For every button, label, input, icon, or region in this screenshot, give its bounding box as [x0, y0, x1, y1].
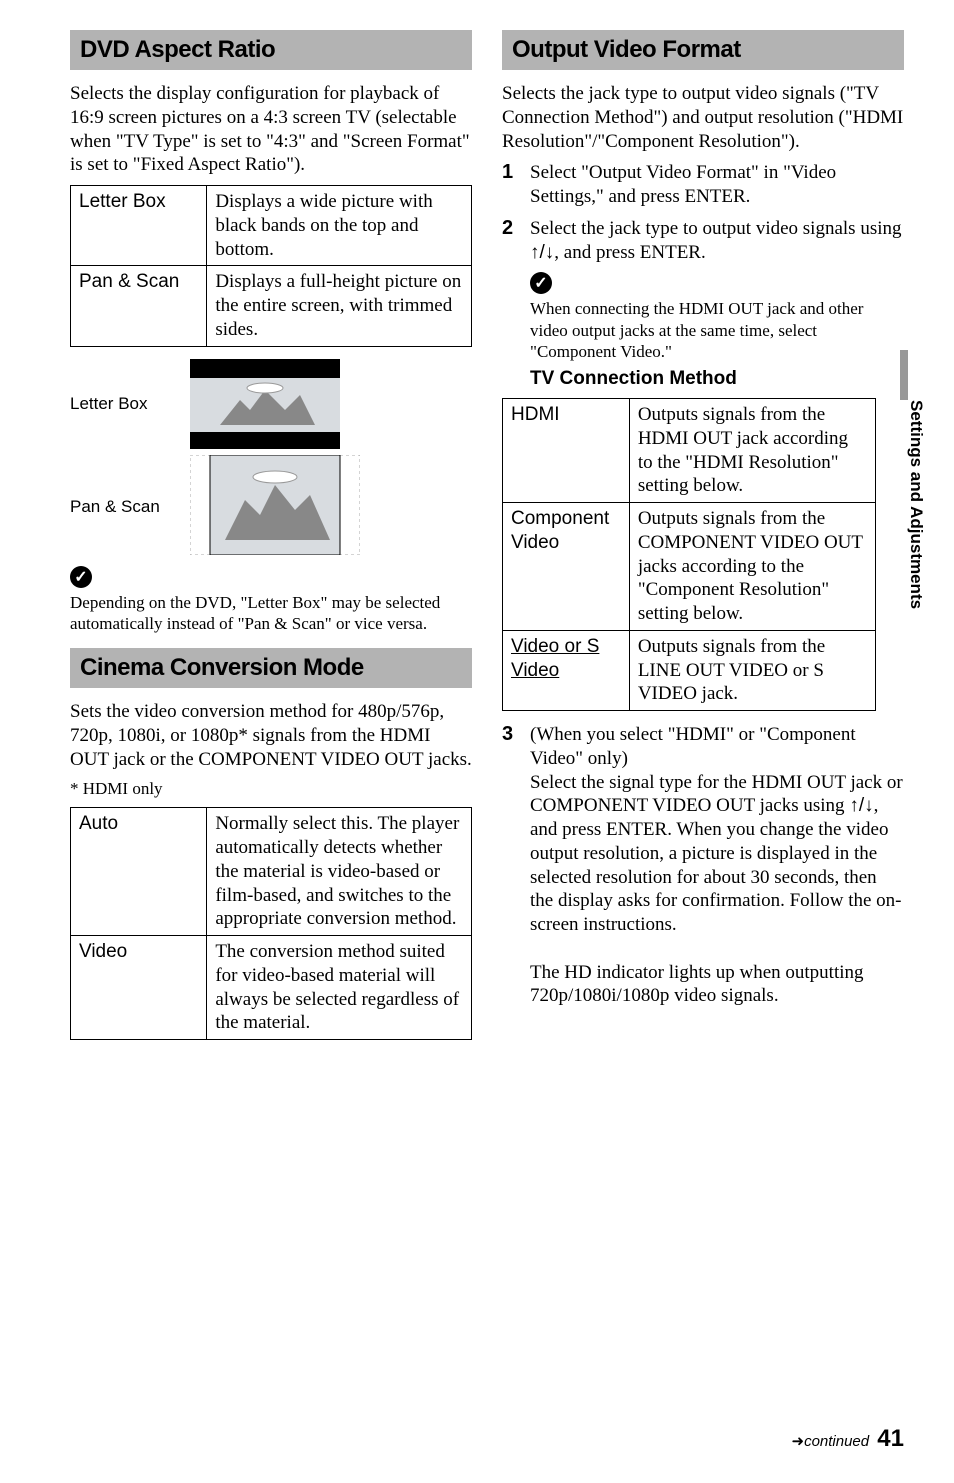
cell-component-desc: Outputs signals from the COMPONENT VIDEO…	[629, 503, 875, 631]
step-3-b-pre: Select the signal type for the HDMI OUT …	[530, 772, 903, 817]
table-row: Video or S Video Outputs signals from th…	[503, 630, 876, 710]
cell-letterbox-desc: Displays a wide picture with black bands…	[207, 186, 472, 266]
step-3-a: (When you select "HDMI" or "Component Vi…	[530, 724, 856, 769]
table-row: Component Video Outputs signals from the…	[503, 503, 876, 631]
illus-letterbox: Letter Box	[70, 359, 472, 449]
side-accent-bar	[900, 350, 908, 400]
illus-panscan-image	[190, 455, 360, 560]
arrow-icon: ↑/↓	[530, 242, 554, 263]
para-output-intro: Selects the jack type to output video si…	[502, 82, 904, 153]
illus-letterbox-label: Letter Box	[70, 394, 190, 414]
illus-letterbox-image	[190, 359, 340, 449]
illus-panscan: Pan & Scan	[70, 455, 472, 560]
arrow-icon: ↑/↓	[849, 795, 873, 816]
table-row: Auto Normally select this. The player au…	[71, 808, 472, 936]
page-footer: ➜continued 41	[791, 1425, 904, 1453]
cell-hdmi-label: HDMI	[503, 399, 630, 503]
table-row: HDMI Outputs signals from the HDMI OUT j…	[503, 399, 876, 503]
cell-auto-label: Auto	[71, 808, 207, 936]
cell-panscan-desc: Displays a full-height picture on the en…	[207, 266, 472, 346]
step-3-num: 3	[502, 723, 530, 1008]
letterbox-svg	[190, 360, 340, 448]
note-icon: ✓	[70, 566, 92, 588]
para-aspect-intro: Selects the display configuration for pl…	[70, 82, 472, 177]
panscan-svg	[190, 455, 360, 555]
heading-cinema: Cinema Conversion Mode	[70, 648, 472, 688]
heading-dvd-aspect: DVD Aspect Ratio	[70, 30, 472, 70]
note-icon: ✓	[530, 272, 552, 294]
cell-auto-desc: Normally select this. The player automat…	[207, 808, 472, 936]
page-content: DVD Aspect Ratio Selects the display con…	[0, 0, 954, 1082]
step-3-c: The HD indicator lights up when outputti…	[530, 962, 864, 1007]
cell-component-label: Component Video	[503, 503, 630, 631]
left-column: DVD Aspect Ratio Selects the display con…	[70, 30, 472, 1052]
step-1: 1 Select "Output Video Format" in "Video…	[502, 161, 904, 209]
para-cinema-intro: Sets the video conversion method for 480…	[70, 700, 472, 771]
step-2-note-block: ✓ When connecting the HDMI OUT jack and …	[530, 272, 904, 362]
table-row: Pan & Scan Displays a full-height pictur…	[71, 266, 472, 346]
table-row: Letter Box Displays a wide picture with …	[71, 186, 472, 266]
para-hdmi-note: * HDMI only	[70, 779, 472, 799]
step-2-text: Select the jack type to output video sig…	[530, 217, 904, 265]
step-1-text: Select "Output Video Format" in "Video S…	[530, 161, 904, 209]
cell-video-desc: The conversion method suited for video-b…	[207, 936, 472, 1040]
cell-panscan-label: Pan & Scan	[71, 266, 207, 346]
side-tab-label: Settings and Adjustments	[906, 400, 926, 609]
cell-svideo-desc: Outputs signals from the LINE OUT VIDEO …	[629, 630, 875, 710]
step-2-post: , and press ENTER.	[554, 242, 705, 263]
step-2-pre: Select the jack type to output video sig…	[530, 218, 902, 239]
step-2-num: 2	[502, 217, 530, 265]
right-column: Output Video Format Selects the jack typ…	[502, 30, 904, 1052]
heading-output-video: Output Video Format	[502, 30, 904, 70]
note-output: When connecting the HDMI OUT jack and ot…	[530, 298, 904, 362]
footer-continued: continued	[804, 1433, 869, 1450]
note-aspect: Depending on the DVD, "Letter Box" may b…	[70, 592, 472, 635]
cell-svideo-label: Video or S Video	[503, 630, 630, 710]
cell-hdmi-desc: Outputs signals from the HDMI OUT jack a…	[629, 399, 875, 503]
cell-letterbox-label: Letter Box	[71, 186, 207, 266]
cell-video-label: Video	[71, 936, 207, 1040]
table-row: Video The conversion method suited for v…	[71, 936, 472, 1040]
step-2: 2 Select the jack type to output video s…	[502, 217, 904, 265]
step-1-num: 1	[502, 161, 530, 209]
table-cinema: Auto Normally select this. The player au…	[70, 807, 472, 1040]
table-tv-connection: HDMI Outputs signals from the HDMI OUT j…	[502, 398, 876, 711]
subhead-tv-connection: TV Connection Method	[530, 368, 904, 390]
table-aspect: Letter Box Displays a wide picture with …	[70, 185, 472, 347]
footer-page-number: 41	[877, 1425, 904, 1452]
step-3-text: (When you select "HDMI" or "Component Vi…	[530, 723, 904, 1008]
step-3: 3 (When you select "HDMI" or "Component …	[502, 723, 904, 1008]
illus-panscan-label: Pan & Scan	[70, 497, 190, 517]
